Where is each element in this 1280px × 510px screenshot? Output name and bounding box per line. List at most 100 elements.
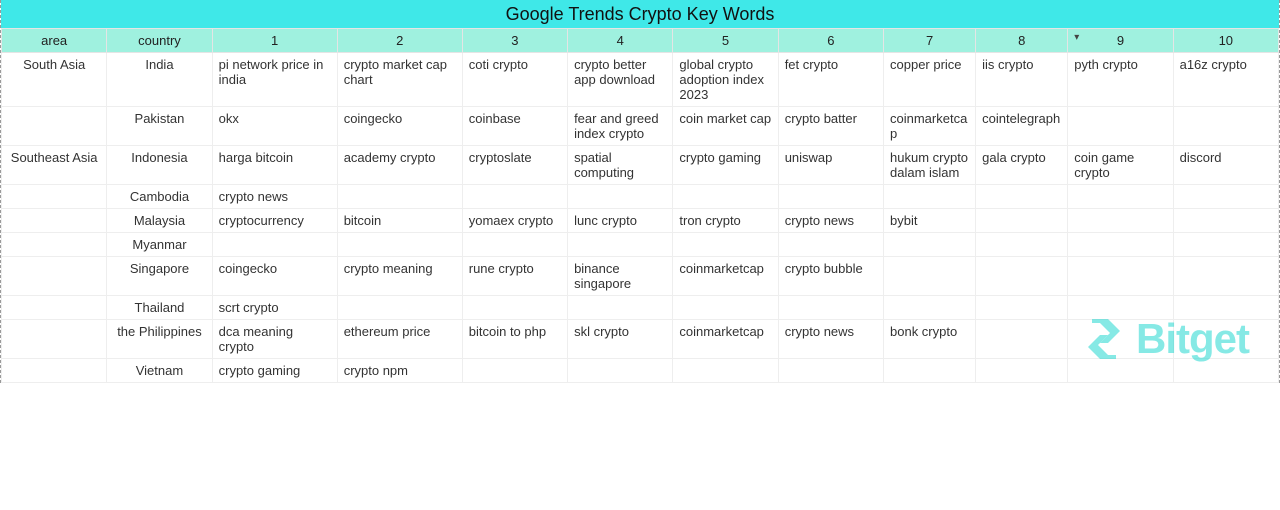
cell-area bbox=[2, 107, 107, 146]
cell-keyword: bonk crypto bbox=[884, 320, 976, 359]
column-header[interactable]: 4 bbox=[568, 29, 673, 53]
cell-keyword bbox=[976, 233, 1068, 257]
cell-keyword: crypto meaning bbox=[337, 257, 462, 296]
cell-keyword: tron crypto bbox=[673, 209, 778, 233]
cell-keyword: binance singapore bbox=[568, 257, 673, 296]
column-header[interactable]: 2 bbox=[337, 29, 462, 53]
cell-keyword bbox=[1173, 209, 1278, 233]
cell-country: Cambodia bbox=[107, 185, 212, 209]
cell-keyword bbox=[568, 359, 673, 383]
cell-keyword: gala crypto bbox=[976, 146, 1068, 185]
cell-keyword: fet crypto bbox=[778, 53, 883, 107]
column-header[interactable]: 10 bbox=[1173, 29, 1278, 53]
cell-country: Indonesia bbox=[107, 146, 212, 185]
cell-area: South Asia bbox=[2, 53, 107, 107]
column-header[interactable]: 7 bbox=[884, 29, 976, 53]
cell-keyword bbox=[462, 296, 567, 320]
cell-keyword: crypto npm bbox=[337, 359, 462, 383]
cell-keyword bbox=[884, 233, 976, 257]
cell-keyword: bitcoin to php bbox=[462, 320, 567, 359]
cell-keyword bbox=[976, 257, 1068, 296]
table-header: areacountry12345678910 bbox=[2, 29, 1279, 53]
cell-area bbox=[2, 359, 107, 383]
cell-keyword bbox=[1068, 233, 1173, 257]
cell-keyword bbox=[884, 257, 976, 296]
cell-country: India bbox=[107, 53, 212, 107]
cell-keyword bbox=[1173, 257, 1278, 296]
table-row: the Philippinesdca meaning cryptoethereu… bbox=[2, 320, 1279, 359]
cell-keyword: copper price bbox=[884, 53, 976, 107]
cell-keyword bbox=[778, 296, 883, 320]
cell-country: Vietnam bbox=[107, 359, 212, 383]
cell-keyword: crypto bubble bbox=[778, 257, 883, 296]
cell-keyword bbox=[1173, 107, 1278, 146]
column-header[interactable]: 5 bbox=[673, 29, 778, 53]
cell-country: Malaysia bbox=[107, 209, 212, 233]
cell-keyword: discord bbox=[1173, 146, 1278, 185]
cell-keyword bbox=[212, 233, 337, 257]
cell-keyword bbox=[673, 296, 778, 320]
cell-keyword: crypto gaming bbox=[673, 146, 778, 185]
cell-country: the Philippines bbox=[107, 320, 212, 359]
cell-keyword: harga bitcoin bbox=[212, 146, 337, 185]
cell-keyword bbox=[1068, 185, 1173, 209]
cell-keyword bbox=[462, 185, 567, 209]
table-row: Pakistanokxcoingeckocoinbasefear and gre… bbox=[2, 107, 1279, 146]
cell-keyword: crypto batter bbox=[778, 107, 883, 146]
column-header[interactable]: 6 bbox=[778, 29, 883, 53]
table-row: Cambodiacrypto news bbox=[2, 185, 1279, 209]
cell-keyword: coinbase bbox=[462, 107, 567, 146]
cell-keyword: scrt crypto bbox=[212, 296, 337, 320]
cell-keyword: coinmarketcap bbox=[884, 107, 976, 146]
cell-keyword bbox=[1173, 296, 1278, 320]
cell-keyword bbox=[568, 185, 673, 209]
cell-keyword bbox=[1173, 185, 1278, 209]
cell-keyword bbox=[1068, 257, 1173, 296]
cell-keyword: crypto news bbox=[778, 209, 883, 233]
cell-keyword: hukum crypto dalam islam bbox=[884, 146, 976, 185]
cell-keyword: bitcoin bbox=[337, 209, 462, 233]
cell-keyword: cointelegraph bbox=[976, 107, 1068, 146]
trends-table: areacountry12345678910 South AsiaIndiapi… bbox=[1, 28, 1279, 383]
cell-keyword bbox=[673, 359, 778, 383]
cell-keyword bbox=[462, 359, 567, 383]
column-header[interactable]: 3 bbox=[462, 29, 567, 53]
cell-keyword: academy crypto bbox=[337, 146, 462, 185]
cell-area bbox=[2, 209, 107, 233]
cell-country: Myanmar bbox=[107, 233, 212, 257]
cell-country: Thailand bbox=[107, 296, 212, 320]
cell-keyword bbox=[1173, 359, 1278, 383]
cell-keyword: lunc crypto bbox=[568, 209, 673, 233]
cell-keyword: dca meaning crypto bbox=[212, 320, 337, 359]
cell-keyword: coin market cap bbox=[673, 107, 778, 146]
cell-keyword: crypto better app download bbox=[568, 53, 673, 107]
cell-keyword: cryptoslate bbox=[462, 146, 567, 185]
cell-keyword: rune crypto bbox=[462, 257, 567, 296]
table-row: Malaysiacryptocurrencybitcoinyomaex cryp… bbox=[2, 209, 1279, 233]
table-row: Myanmar bbox=[2, 233, 1279, 257]
cell-keyword bbox=[976, 320, 1068, 359]
cell-keyword: coinmarketcap bbox=[673, 257, 778, 296]
cell-area: Southeast Asia bbox=[2, 146, 107, 185]
cell-keyword bbox=[1068, 296, 1173, 320]
column-header[interactable]: 1 bbox=[212, 29, 337, 53]
cell-keyword bbox=[1173, 233, 1278, 257]
cell-keyword bbox=[673, 185, 778, 209]
column-header[interactable]: 9 bbox=[1068, 29, 1173, 53]
cell-keyword: okx bbox=[212, 107, 337, 146]
cell-keyword bbox=[1068, 107, 1173, 146]
cell-keyword bbox=[568, 233, 673, 257]
cell-keyword: a16z crypto bbox=[1173, 53, 1278, 107]
cell-keyword: yomaex crypto bbox=[462, 209, 567, 233]
column-header[interactable]: country bbox=[107, 29, 212, 53]
cell-keyword: uniswap bbox=[778, 146, 883, 185]
cell-keyword: crypto news bbox=[212, 185, 337, 209]
cell-keyword: global crypto adoption index 2023 bbox=[673, 53, 778, 107]
cell-keyword bbox=[976, 359, 1068, 383]
cell-keyword: pyth crypto bbox=[1068, 53, 1173, 107]
cell-keyword: pi network price in india bbox=[212, 53, 337, 107]
column-header[interactable]: 8 bbox=[976, 29, 1068, 53]
column-header[interactable]: area bbox=[2, 29, 107, 53]
cell-area bbox=[2, 257, 107, 296]
cell-keyword: fear and greed index crypto bbox=[568, 107, 673, 146]
